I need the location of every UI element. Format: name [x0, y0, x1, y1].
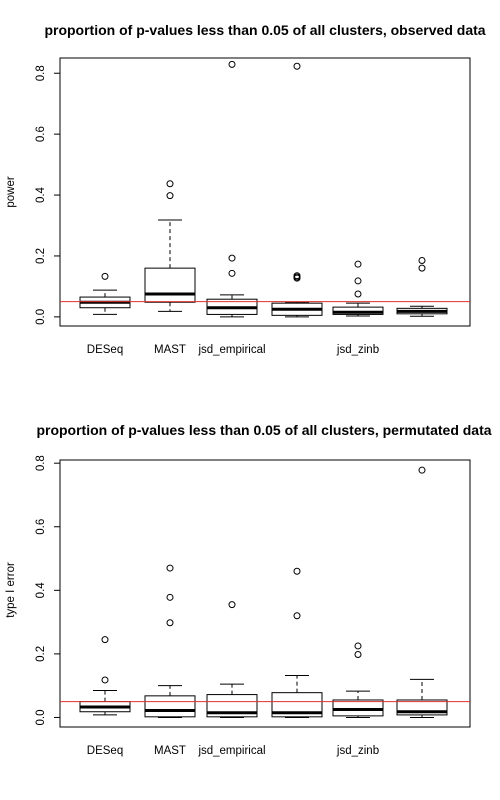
outlier-point [101, 636, 109, 644]
box-body [144, 695, 196, 718]
outlier-point [101, 676, 109, 684]
box-3 [206, 601, 258, 718]
outlier-point [166, 564, 174, 572]
x-tick-label: MAST [154, 745, 186, 757]
outlier-point [418, 264, 426, 272]
outlier-point [293, 612, 301, 620]
panel-permutated: proportion of p-values less than 0.05 of… [5, 422, 492, 757]
outlier-point [354, 277, 362, 285]
chart-title: proportion of p-values less than 0.05 of… [44, 22, 485, 38]
box-2 [144, 180, 196, 312]
outlier-point [228, 254, 236, 262]
x-tick-label: jsd_zinb [336, 745, 379, 757]
box-body [332, 306, 384, 315]
outlier-point [166, 192, 174, 200]
box-1 [79, 636, 131, 716]
box-3 [206, 60, 258, 318]
outlier-point [293, 62, 301, 70]
plot-frame [59, 459, 471, 728]
box-4 [271, 567, 323, 718]
y-tick-label: 0.8 [35, 65, 47, 81]
outlier-point [354, 642, 362, 650]
box-6 [396, 257, 448, 317]
box-4 [271, 62, 323, 318]
box-5 [332, 260, 384, 317]
outlier-point [354, 260, 362, 268]
y-axis-label: power [5, 176, 17, 207]
y-tick-label: 0.4 [35, 582, 47, 599]
box-1 [79, 272, 131, 315]
outlier-point [166, 619, 174, 627]
y-tick-label: 0.6 [35, 126, 47, 142]
chart-title: proportion of p-values less than 0.05 of… [36, 422, 491, 438]
box-body [332, 699, 384, 717]
outlier-point [166, 180, 174, 188]
y-axis-label: type I error [5, 562, 17, 618]
outlier-point [293, 272, 301, 280]
box-6 [396, 466, 448, 718]
x-tick-label: DESeq [87, 344, 123, 356]
plot-frame [59, 57, 471, 327]
box-body [144, 267, 196, 303]
outlier-point [354, 651, 362, 659]
panel-observed: proportion of p-values less than 0.05 of… [5, 22, 486, 356]
y-tick-label: 0.2 [35, 646, 47, 662]
x-tick-label: jsd_empirical [197, 344, 265, 356]
outlier-point [418, 466, 426, 474]
x-tick-label: MAST [154, 344, 186, 356]
box-2 [144, 564, 196, 718]
y-tick-label: 0.0 [35, 309, 47, 325]
y-tick-label: 0.6 [35, 519, 47, 535]
outlier-point [228, 60, 236, 68]
outlier-point [166, 593, 174, 601]
outlier-point [101, 272, 109, 280]
y-tick-label: 0.8 [35, 455, 47, 471]
y-tick-label: 0.2 [35, 248, 47, 264]
x-tick-label: DESeq [87, 745, 123, 757]
outlier-point [354, 290, 362, 298]
x-tick-label: jsd_empirical [197, 745, 265, 757]
outlier-point [228, 269, 236, 277]
y-tick-label: 0.4 [35, 186, 47, 203]
outlier-point [228, 601, 236, 609]
outlier-point [293, 567, 301, 575]
box-5 [332, 642, 384, 718]
x-tick-label: jsd_zinb [336, 344, 379, 356]
outlier-point [418, 257, 426, 265]
y-tick-label: 0.0 [35, 709, 47, 725]
